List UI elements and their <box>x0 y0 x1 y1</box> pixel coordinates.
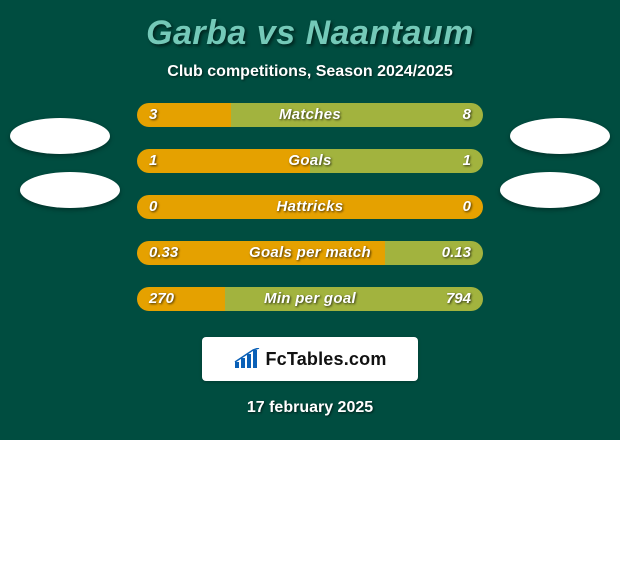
stat-value-right: 0 <box>463 195 471 219</box>
avatar-left-2 <box>20 172 120 208</box>
stat-label: Min per goal <box>264 287 356 311</box>
vs-separator: vs <box>257 14 296 52</box>
brand-text: FcTables.com <box>265 349 386 370</box>
stat-row: Matches 3 8 <box>137 103 483 127</box>
avatar-right-2 <box>500 172 600 208</box>
subtitle: Club competitions, Season 2024/2025 <box>0 63 620 81</box>
stat-value-right: 794 <box>446 287 471 311</box>
stat-value-left: 1 <box>149 149 157 173</box>
comparison-card: Garba vs Naantaum Club competitions, Sea… <box>0 0 620 440</box>
stat-value-right: 8 <box>463 103 471 127</box>
stat-label: Goals per match <box>249 241 371 265</box>
date-stamp: 17 february 2025 <box>0 399 620 417</box>
stat-row: Goals per match 0.33 0.13 <box>137 241 483 265</box>
stat-bar-right <box>231 103 483 127</box>
stats-rows: Matches 3 8 Goals 1 1 Hattricks 0 0 Goals per mat… <box>137 103 483 311</box>
player-left-name: Garba <box>146 14 247 52</box>
stat-row: Hattricks 0 0 <box>137 195 483 219</box>
page-title: Garba vs Naantaum <box>0 14 620 53</box>
stat-row: Min per goal 270 794 <box>137 287 483 311</box>
stat-value-right: 1 <box>463 149 471 173</box>
avatar-right-1 <box>510 118 610 154</box>
stat-value-left: 0 <box>149 195 157 219</box>
stat-bar-left <box>137 149 310 173</box>
player-right-name: Naantaum <box>306 14 474 52</box>
stat-label: Hattricks <box>277 195 344 219</box>
brand-badge: FcTables.com <box>202 337 418 381</box>
stat-label: Matches <box>279 103 341 127</box>
stat-row: Goals 1 1 <box>137 149 483 173</box>
stat-value-left: 0.33 <box>149 241 178 265</box>
stat-value-left: 270 <box>149 287 174 311</box>
stat-label: Goals <box>288 149 331 173</box>
chart-icon <box>233 348 261 370</box>
stat-value-right: 0.13 <box>442 241 471 265</box>
avatar-left-1 <box>10 118 110 154</box>
stat-bar-right <box>310 149 483 173</box>
stat-value-left: 3 <box>149 103 157 127</box>
